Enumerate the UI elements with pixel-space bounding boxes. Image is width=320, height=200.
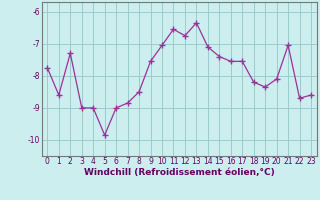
X-axis label: Windchill (Refroidissement éolien,°C): Windchill (Refroidissement éolien,°C): [84, 168, 275, 177]
